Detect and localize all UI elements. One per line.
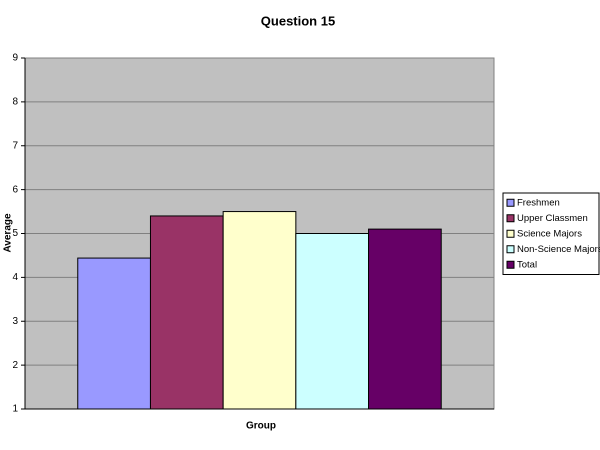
y-tick-label: 8	[12, 97, 18, 108]
y-axis-title: Average	[3, 213, 14, 253]
y-tick-label: 5	[12, 228, 18, 239]
y-tick-label: 9	[12, 53, 18, 64]
chart-title: Question 15	[261, 13, 335, 28]
y-tick-label: 1	[12, 404, 18, 415]
y-tick-label: 4	[12, 272, 18, 283]
y-tick-label: 6	[12, 184, 18, 195]
bar	[149, 215, 224, 410]
legend-label: Non-Science Majors	[517, 244, 600, 255]
y-tick-label: 3	[12, 316, 18, 327]
x-axis-title: Group	[246, 421, 276, 432]
bar	[368, 228, 442, 410]
legend-swatch	[506, 229, 515, 238]
y-tick-label: 2	[12, 360, 18, 371]
legend-swatch	[506, 245, 515, 254]
legend-label: Science Majors	[517, 228, 582, 239]
legend-swatch	[506, 214, 515, 223]
legend-box	[502, 192, 600, 275]
legend-label: Upper Classmen	[517, 213, 588, 224]
legend-label: Total	[517, 259, 537, 270]
legend-label: Freshmen	[517, 197, 560, 208]
y-tick-label: 7	[12, 140, 18, 151]
bar	[77, 257, 151, 410]
bar	[222, 211, 297, 410]
legend-swatch	[506, 198, 515, 207]
bar	[295, 233, 370, 410]
legend-swatch	[506, 260, 515, 269]
